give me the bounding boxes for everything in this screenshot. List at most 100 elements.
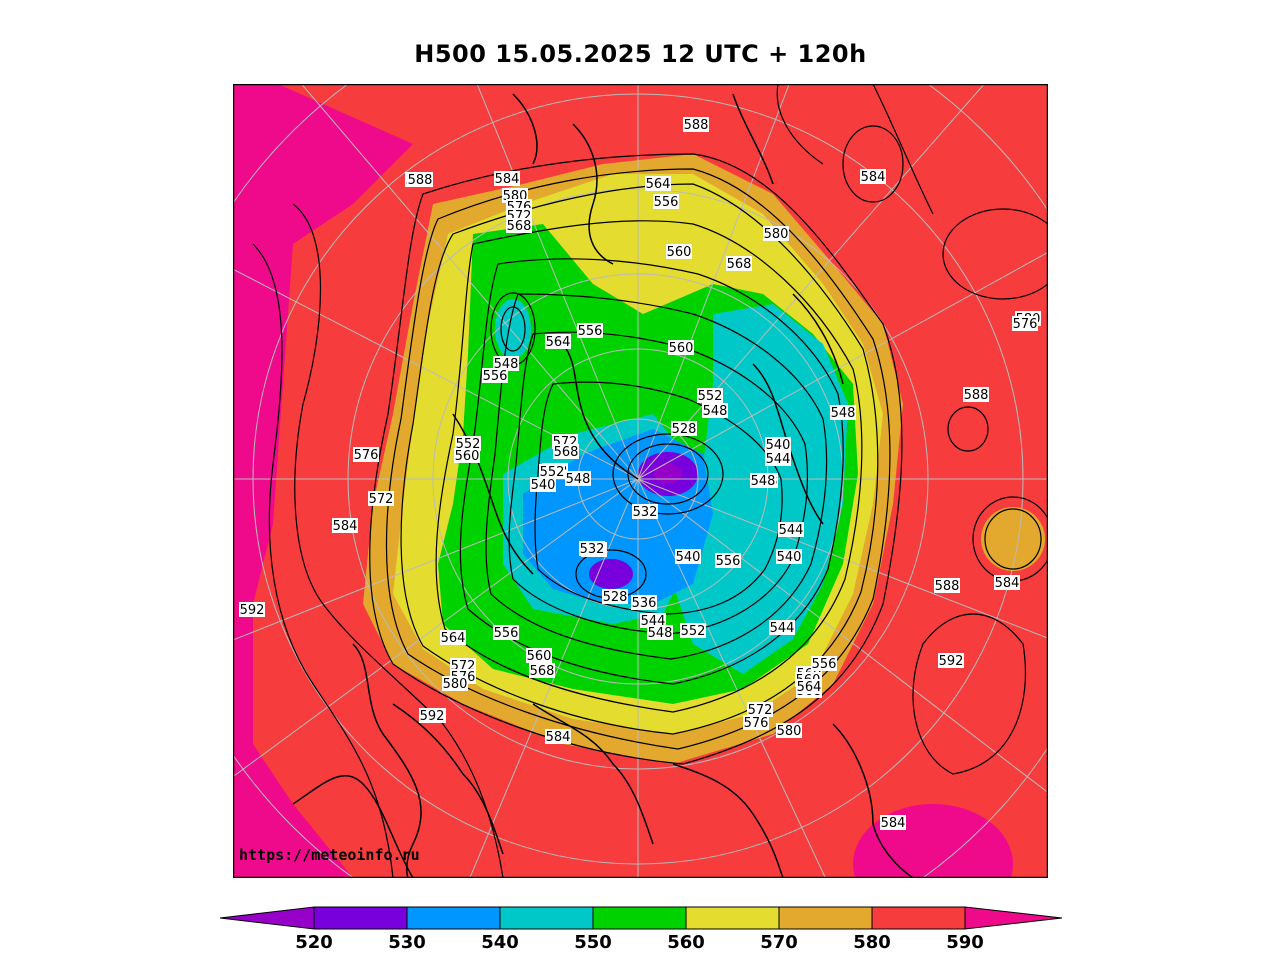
contour-label-text: 572 bbox=[748, 703, 773, 718]
contour-label-text: 580 bbox=[443, 677, 468, 692]
contour-label: 592 bbox=[419, 708, 445, 724]
contour-label: 528 bbox=[671, 421, 697, 437]
contour-label-text: 548 bbox=[648, 626, 673, 641]
contour-label: 528 bbox=[602, 589, 628, 605]
colorbar-tick-label: 540 bbox=[481, 932, 519, 953]
contour-label-text: 540 bbox=[531, 478, 556, 493]
colorbar-tick-label: 550 bbox=[574, 932, 612, 953]
contour-label: 572 bbox=[747, 702, 773, 718]
credit-text: https://meteoinfo.ru bbox=[239, 846, 420, 864]
contour-label: 584 bbox=[880, 815, 906, 831]
contour-label: 564 bbox=[440, 630, 466, 646]
contour-label: 592 bbox=[239, 602, 265, 618]
contour-label: 548 bbox=[565, 471, 591, 487]
colorbar bbox=[219, 905, 1063, 935]
contour-label-text: 548 bbox=[831, 406, 856, 421]
contour-label-text: 540 bbox=[766, 438, 791, 453]
colorbar-tick-label: 530 bbox=[388, 932, 426, 953]
contour-label: 580 bbox=[442, 676, 468, 692]
contour-label: 576 bbox=[743, 715, 769, 731]
contour-label-text: 592 bbox=[420, 709, 445, 724]
contour-label: 580 bbox=[776, 723, 802, 739]
contour-label: 548 bbox=[647, 625, 673, 641]
contour-label: 556 bbox=[653, 194, 679, 210]
contour-label-text: 560 bbox=[527, 649, 552, 664]
contour-label-text: 548 bbox=[566, 472, 591, 487]
contour-label: 580 bbox=[763, 226, 789, 242]
contour-label: 584 bbox=[494, 171, 520, 187]
contour-label: 540 bbox=[776, 549, 802, 565]
contour-label-text: 548 bbox=[703, 404, 728, 419]
contour-label: 588 bbox=[934, 578, 960, 594]
low-center-north-core bbox=[654, 464, 682, 484]
contour-label: 540 bbox=[675, 549, 701, 565]
contour-label: 552 bbox=[539, 464, 565, 480]
contour-label-text: 592 bbox=[939, 654, 964, 669]
contour-label-text: 576 bbox=[744, 716, 769, 731]
map-title: H500 15.05.2025 12 UTC + 120h bbox=[414, 40, 867, 68]
contour-label: 584 bbox=[860, 169, 886, 185]
contour-label-text: 528 bbox=[672, 422, 697, 437]
colorbar-over-arrow bbox=[964, 906, 1063, 930]
contour-label: 588 bbox=[683, 117, 709, 133]
colorbar-tick-label: 590 bbox=[946, 932, 984, 953]
contour-label: 568 bbox=[506, 218, 532, 234]
contour-label-text: 544 bbox=[766, 452, 791, 467]
contour-label-text: 584 bbox=[881, 816, 906, 831]
contour-label-text: 588 bbox=[684, 118, 709, 133]
contour-label: 556 bbox=[482, 368, 508, 384]
geopotential-map: 5885845805765725685645565605805685845845… bbox=[233, 84, 1048, 878]
contour-label-text: 556 bbox=[578, 324, 603, 339]
contour-label: 548 bbox=[702, 403, 728, 419]
contour-label-text: 552 bbox=[681, 624, 706, 639]
contour-label: 556 bbox=[493, 625, 519, 641]
contour-label: 564 bbox=[545, 334, 571, 350]
contour-label: 540 bbox=[765, 437, 791, 453]
contour-label-text: 544 bbox=[779, 523, 804, 538]
contour-label: 584 bbox=[545, 729, 571, 745]
coastlines bbox=[292, 93, 914, 878]
contour-label-text: 576 bbox=[1013, 317, 1038, 332]
contour-label-text: 568 bbox=[530, 664, 555, 679]
contour-label-text: 552 bbox=[540, 465, 565, 480]
contour-label-text: 592 bbox=[240, 603, 265, 618]
contour-label: 588 bbox=[963, 387, 989, 403]
contour-label: 536 bbox=[631, 595, 657, 611]
contour-label-text: 580 bbox=[764, 227, 789, 242]
contour-label: 564 bbox=[796, 679, 822, 695]
contour-label: 544 bbox=[765, 451, 791, 467]
colorbar-segment bbox=[778, 906, 873, 930]
contour-label-text: 544 bbox=[770, 621, 795, 636]
contour-label: 568 bbox=[553, 444, 579, 460]
colorbar-under-arrow bbox=[219, 906, 315, 930]
contour-label: 556 bbox=[577, 323, 603, 339]
colorbar-tick-label: 570 bbox=[760, 932, 798, 953]
contour-label-text: 556 bbox=[654, 195, 679, 210]
contour-label-text: 584 bbox=[333, 519, 358, 534]
contour-label: 548 bbox=[750, 473, 776, 489]
colorbar-segment bbox=[406, 906, 501, 930]
contour-label: 532 bbox=[632, 504, 658, 520]
contour-label: 576 bbox=[1012, 316, 1038, 332]
contour-label-text: 560 bbox=[667, 245, 692, 260]
contour-label-text: 540 bbox=[777, 550, 802, 565]
colorbar-tick-label: 520 bbox=[295, 932, 333, 953]
contour-label-text: 584 bbox=[995, 576, 1020, 591]
contour-label-text: 588 bbox=[964, 388, 989, 403]
contour-label: 540 bbox=[530, 477, 556, 493]
contour-label: 560 bbox=[526, 648, 552, 664]
contour-label: 592 bbox=[938, 653, 964, 669]
contour-label-text: 532 bbox=[633, 505, 658, 520]
contour-label: 552 bbox=[680, 623, 706, 639]
contour-labels: 5885845805765725685645565605805685845845… bbox=[239, 117, 1041, 831]
contour-label-text: 548 bbox=[751, 474, 776, 489]
contour-label: 588 bbox=[407, 172, 433, 188]
colorbar-tick-label: 560 bbox=[667, 932, 705, 953]
contour-label-text: 568 bbox=[507, 219, 532, 234]
colorbar-segment bbox=[499, 906, 594, 930]
contour-label-text: 536 bbox=[632, 596, 657, 611]
colorbar-tick-label: 580 bbox=[853, 932, 891, 953]
colorbar-segment bbox=[685, 906, 780, 930]
contour-label-text: 560 bbox=[669, 341, 694, 356]
colorbar-canvas bbox=[219, 906, 1063, 930]
